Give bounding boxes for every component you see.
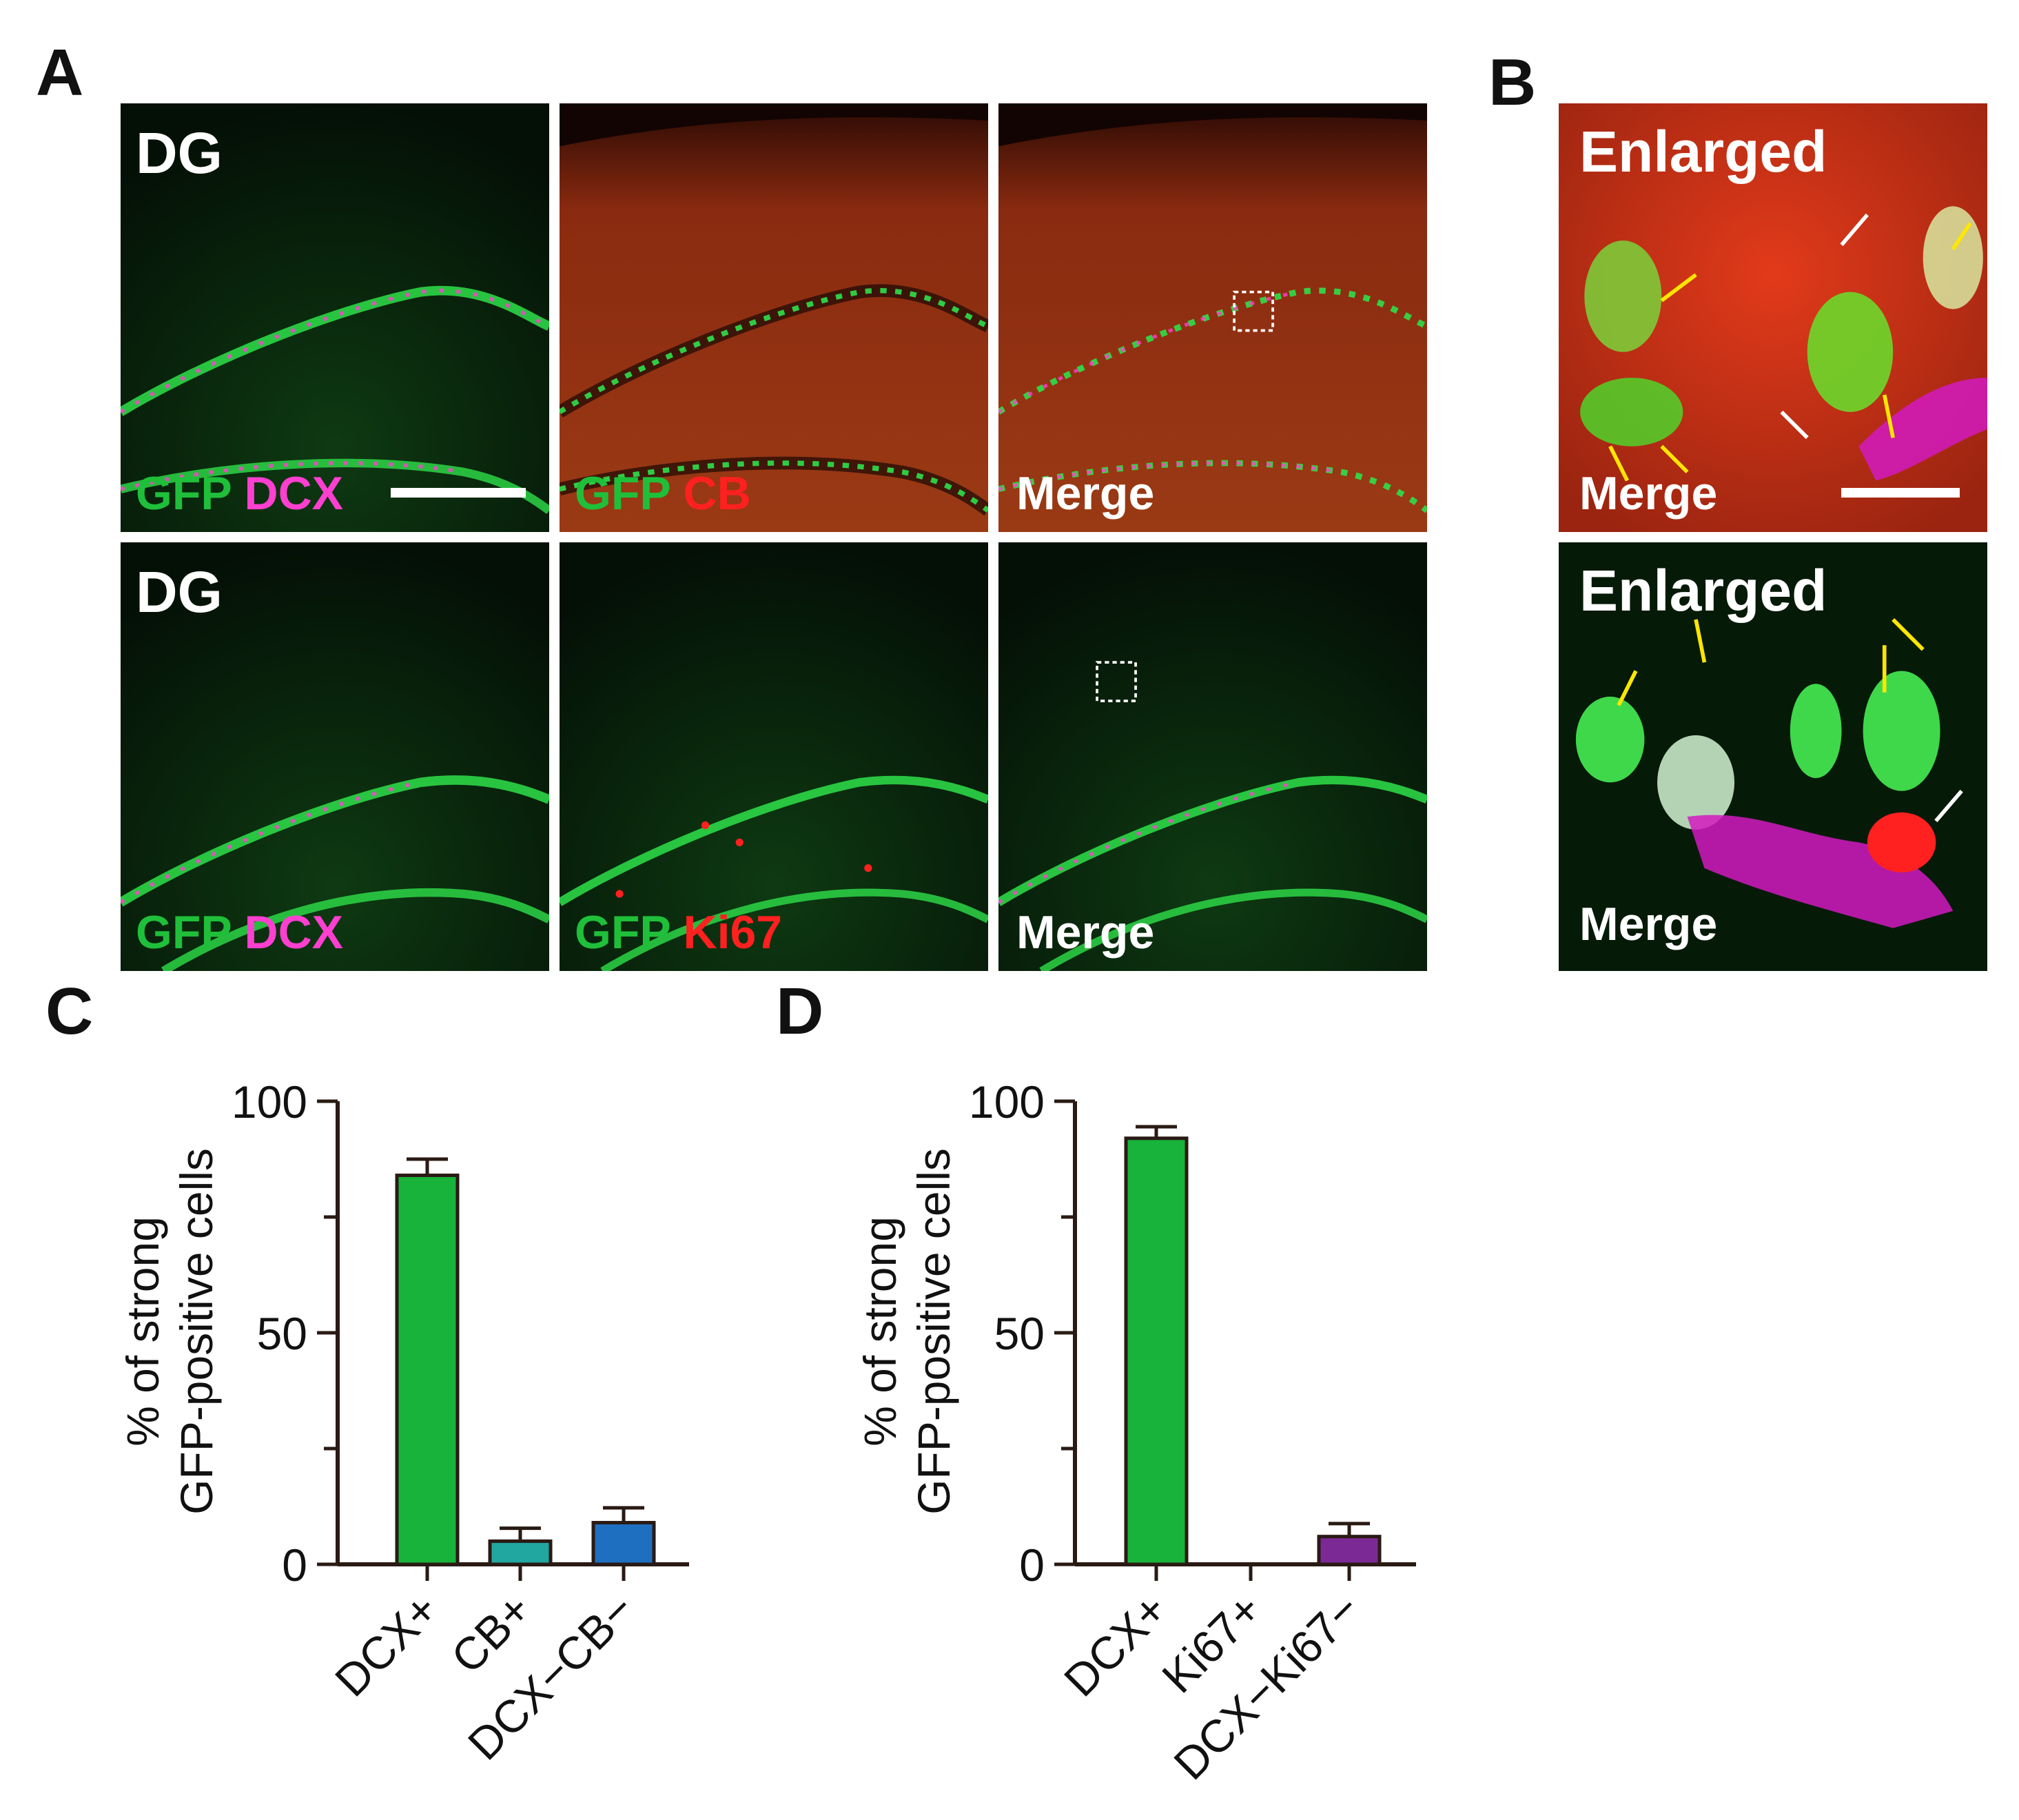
micrograph-gfp-dcx-bottom: DG GFP DCX <box>121 542 549 971</box>
micrograph-gfp-ki67-bottom: GFP Ki67 <box>560 542 988 971</box>
panel-letter-c: C <box>45 974 94 1048</box>
channel-label: GFP DCX <box>136 909 343 956</box>
bar-0 <box>395 1174 460 1566</box>
channel-label: GFP Ki67 <box>575 909 782 956</box>
x-tick-label: DCX+ <box>1054 1584 1177 1706</box>
channel-label: GFP DCX <box>136 470 343 517</box>
y-tick-label: 50 <box>257 1308 307 1359</box>
micrograph-gfp-cb-top: GFP CB <box>560 103 988 532</box>
channel-gfp: GFP <box>575 467 670 520</box>
channel-dcx: DCX <box>244 467 344 520</box>
channel-gfp: GFP <box>136 467 232 520</box>
y-tick-label: 0 <box>282 1540 307 1591</box>
channel-label: GFP CB <box>575 470 751 517</box>
y-axis-label: % of strong GFP-positive cells <box>117 1148 222 1515</box>
scale-bar <box>1841 488 1960 498</box>
y-tick-label: 50 <box>994 1308 1045 1359</box>
region-label: DG <box>136 560 223 624</box>
enlarged-micrograph-top: Enlarged Merge <box>1559 103 1987 532</box>
enlarged-title: Enlarged <box>1579 119 1827 184</box>
y-axis-label-line: % of strong <box>854 1216 905 1446</box>
channel-dcx: DCX <box>244 906 344 959</box>
micrograph-merge-bottom: Merge <box>998 542 1427 971</box>
merge-label: Merge <box>1016 467 1155 520</box>
y-axis-label-line: % of strong <box>117 1216 168 1446</box>
enlarged-title: Enlarged <box>1579 558 1827 623</box>
channel-ki67: Ki67 <box>683 906 783 959</box>
y-axis-label-line: GFP-positive cells <box>908 1148 959 1515</box>
bar-2 <box>1317 1535 1382 1566</box>
panel-letter-a: A <box>36 36 84 110</box>
channel-cb: CB <box>683 467 751 520</box>
channel-gfp: GFP <box>136 906 232 959</box>
y-tick-label: 100 <box>232 1076 307 1127</box>
y-tick-label: 0 <box>1019 1540 1045 1591</box>
bar-0 <box>1124 1136 1189 1566</box>
micrograph-gfp-dcx-top: DG GFP DCX <box>121 103 549 532</box>
y-tick-label: 100 <box>969 1076 1045 1127</box>
scale-bar <box>391 488 526 498</box>
merge-label: Merge <box>1016 906 1155 959</box>
y-axis-label: % of strong GFP-positive cells <box>854 1148 959 1515</box>
micrograph-merge-top: Merge <box>998 103 1427 532</box>
channel-gfp: GFP <box>575 906 670 959</box>
enlarged-micrograph-bottom: Enlarged Merge <box>1559 542 1987 971</box>
panel-letter-d: D <box>776 974 824 1048</box>
region-label: DG <box>136 121 223 185</box>
merge-label: Merge <box>1579 898 1718 950</box>
panel-letter-b: B <box>1488 45 1537 119</box>
merge-label: Merge <box>1579 467 1718 520</box>
y-axis-label-line: GFP-positive cells <box>171 1148 222 1515</box>
